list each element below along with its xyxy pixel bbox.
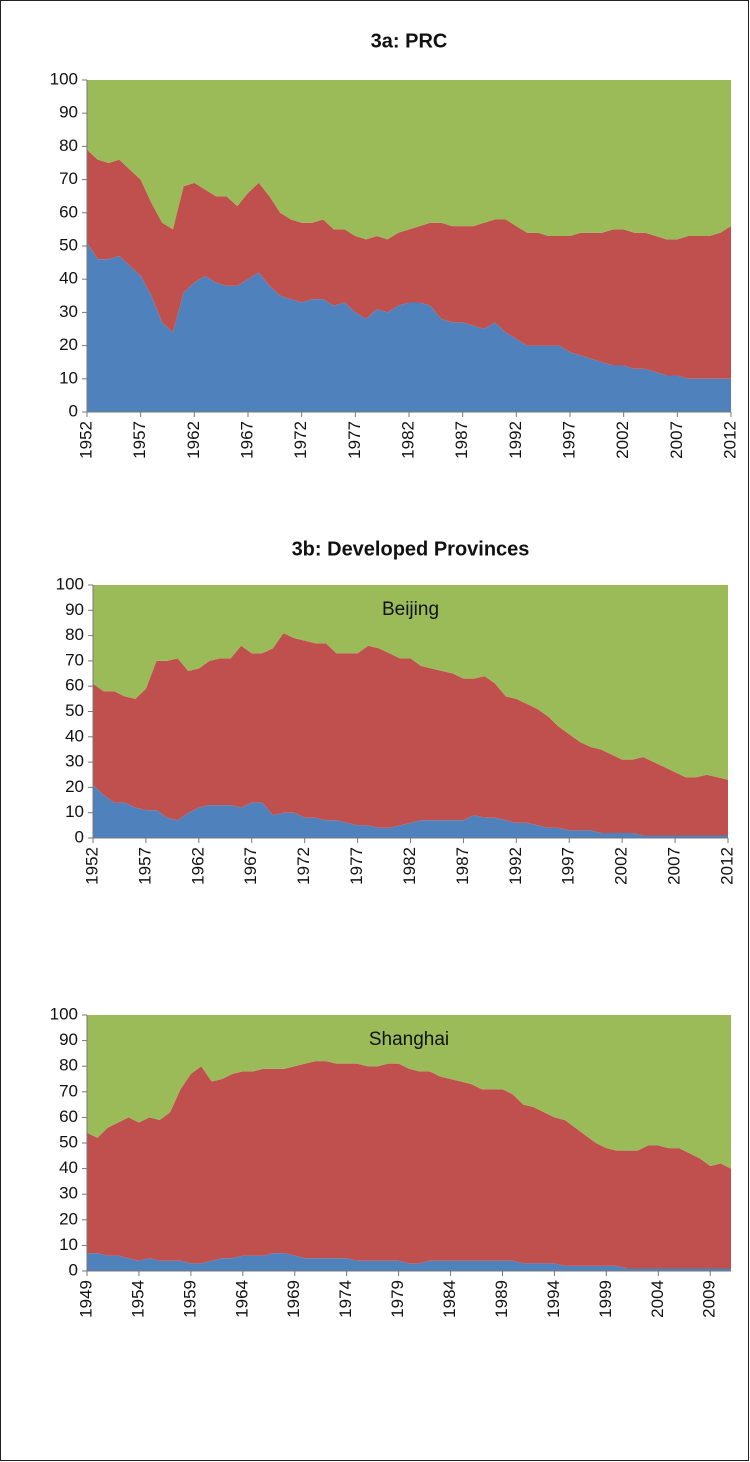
y-tick-label: 80 xyxy=(65,625,84,644)
area xyxy=(87,149,731,379)
y-tick-label: 0 xyxy=(69,401,78,420)
area xyxy=(93,585,728,780)
x-tick-label: 1954 xyxy=(128,1280,147,1318)
y-tick-label: 50 xyxy=(65,701,84,720)
x-tick-label: 1972 xyxy=(294,847,313,885)
x-tick-label: 1982 xyxy=(398,421,417,459)
x-tick-label: 2002 xyxy=(612,847,631,885)
x-tick-label: 1992 xyxy=(506,847,525,885)
chart-title: 3b: Developed Provinces xyxy=(292,538,530,560)
annotation: Beijing xyxy=(382,599,439,620)
y-tick-label: 20 xyxy=(65,777,84,796)
annotation: Shanghai xyxy=(369,1029,449,1050)
x-tick-label: 1987 xyxy=(453,847,472,885)
area xyxy=(93,633,728,836)
x-tick-label: 1979 xyxy=(388,1280,407,1318)
x-tick-label: 2012 xyxy=(720,421,739,459)
y-tick-label: 100 xyxy=(56,574,84,593)
x-tick-label: 1989 xyxy=(492,1280,511,1318)
x-tick-label: 1994 xyxy=(544,1280,563,1318)
x-tick-label: 1972 xyxy=(291,421,310,459)
y-tick-label: 40 xyxy=(59,269,78,288)
x-tick-label: 1967 xyxy=(241,847,260,885)
x-tick-label: 1997 xyxy=(559,421,578,459)
x-tick-label: 1962 xyxy=(184,421,203,459)
y-tick-label: 90 xyxy=(59,1030,78,1049)
x-tick-label: 1952 xyxy=(76,421,95,459)
y-tick-label: 30 xyxy=(65,752,84,771)
x-tick-label: 2012 xyxy=(717,847,736,885)
x-tick-label: 1957 xyxy=(130,421,149,459)
x-tick-label: 1962 xyxy=(188,847,207,885)
x-tick-label: 1999 xyxy=(596,1280,615,1318)
area xyxy=(87,1061,731,1269)
area xyxy=(93,784,728,838)
x-tick-label: 2004 xyxy=(648,1280,667,1318)
y-tick-label: 40 xyxy=(65,726,84,745)
y-tick-label: 80 xyxy=(59,1056,78,1075)
y-tick-label: 50 xyxy=(59,1132,78,1151)
y-tick-label: 60 xyxy=(65,676,84,695)
x-tick-label: 1974 xyxy=(336,1280,355,1318)
y-tick-label: 0 xyxy=(75,827,84,846)
y-tick-label: 60 xyxy=(59,1107,78,1126)
y-tick-label: 30 xyxy=(59,1184,78,1203)
x-tick-label: 1959 xyxy=(180,1280,199,1318)
chart-title: 3a: PRC xyxy=(371,30,448,52)
x-tick-label: 1982 xyxy=(400,847,419,885)
x-tick-label: 1992 xyxy=(506,421,525,459)
x-tick-label: 1967 xyxy=(237,421,256,459)
x-tick-label: 2002 xyxy=(613,421,632,459)
x-tick-label: 1957 xyxy=(135,847,154,885)
x-tick-label: 1969 xyxy=(284,1280,303,1318)
area xyxy=(87,1253,731,1271)
y-tick-label: 0 xyxy=(69,1260,78,1279)
y-tick-label: 40 xyxy=(59,1158,78,1177)
y-tick-label: 60 xyxy=(59,202,78,221)
x-tick-label: 2007 xyxy=(665,847,684,885)
x-tick-label: 1949 xyxy=(76,1280,95,1318)
x-tick-label: 2009 xyxy=(700,1280,719,1318)
y-tick-label: 80 xyxy=(59,136,78,155)
x-tick-label: 2007 xyxy=(667,421,686,459)
y-tick-label: 30 xyxy=(59,302,78,321)
y-tick-label: 70 xyxy=(65,650,84,669)
y-tick-label: 10 xyxy=(59,1235,78,1254)
y-tick-label: 10 xyxy=(59,368,78,387)
x-tick-label: 1987 xyxy=(452,421,471,459)
y-tick-label: 50 xyxy=(59,235,78,254)
y-tick-label: 20 xyxy=(59,335,78,354)
x-tick-label: 1977 xyxy=(347,847,366,885)
area xyxy=(87,242,731,412)
y-tick-label: 90 xyxy=(59,103,78,122)
x-tick-label: 1984 xyxy=(440,1280,459,1318)
x-tick-label: 1977 xyxy=(345,421,364,459)
x-tick-label: 1952 xyxy=(82,847,101,885)
y-tick-label: 100 xyxy=(50,1004,78,1023)
x-tick-label: 1964 xyxy=(232,1280,251,1318)
y-tick-label: 100 xyxy=(50,69,78,88)
x-tick-label: 1997 xyxy=(559,847,578,885)
y-tick-label: 70 xyxy=(59,169,78,188)
y-tick-label: 70 xyxy=(59,1081,78,1100)
area xyxy=(87,80,731,240)
y-tick-label: 10 xyxy=(65,802,84,821)
area xyxy=(87,1015,731,1169)
y-tick-label: 20 xyxy=(59,1209,78,1228)
y-tick-label: 90 xyxy=(65,600,84,619)
